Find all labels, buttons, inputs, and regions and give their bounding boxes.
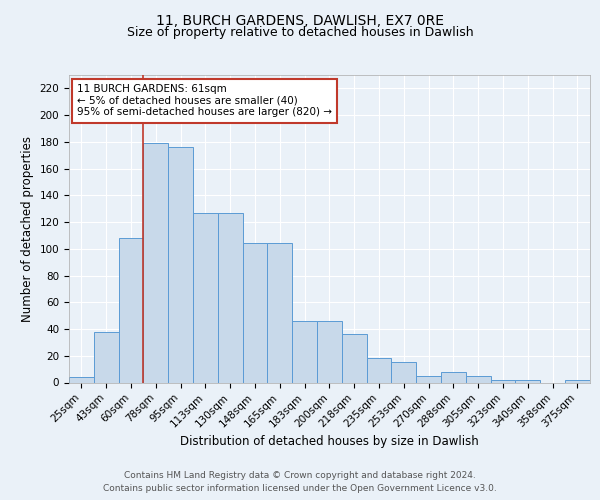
Text: 11 BURCH GARDENS: 61sqm
← 5% of detached houses are smaller (40)
95% of semi-det: 11 BURCH GARDENS: 61sqm ← 5% of detached… (77, 84, 332, 117)
Bar (441, 372, 466, 382)
Bar (317, 321, 342, 382)
Text: Contains HM Land Registry data © Crown copyright and database right 2024.: Contains HM Land Registry data © Crown c… (124, 472, 476, 480)
Bar (119, 238, 143, 382)
Bar (168, 147, 193, 382)
Text: Size of property relative to detached houses in Dawlish: Size of property relative to detached ho… (127, 26, 473, 39)
Text: 11, BURCH GARDENS, DAWLISH, EX7 0RE: 11, BURCH GARDENS, DAWLISH, EX7 0RE (156, 14, 444, 28)
Bar (391, 362, 416, 382)
Bar (268, 244, 292, 382)
Bar (69, 377, 94, 382)
Bar (193, 212, 218, 382)
Bar (565, 380, 590, 382)
Bar (515, 380, 540, 382)
Bar (242, 244, 268, 382)
Bar (292, 321, 317, 382)
Bar (491, 380, 515, 382)
Y-axis label: Number of detached properties: Number of detached properties (21, 136, 34, 322)
Bar (143, 143, 168, 382)
Bar (367, 358, 391, 382)
Bar (342, 334, 367, 382)
Bar (218, 212, 242, 382)
Bar (94, 332, 119, 382)
Bar (466, 376, 491, 382)
Text: Contains public sector information licensed under the Open Government Licence v3: Contains public sector information licen… (103, 484, 497, 493)
Bar (416, 376, 441, 382)
X-axis label: Distribution of detached houses by size in Dawlish: Distribution of detached houses by size … (180, 434, 479, 448)
